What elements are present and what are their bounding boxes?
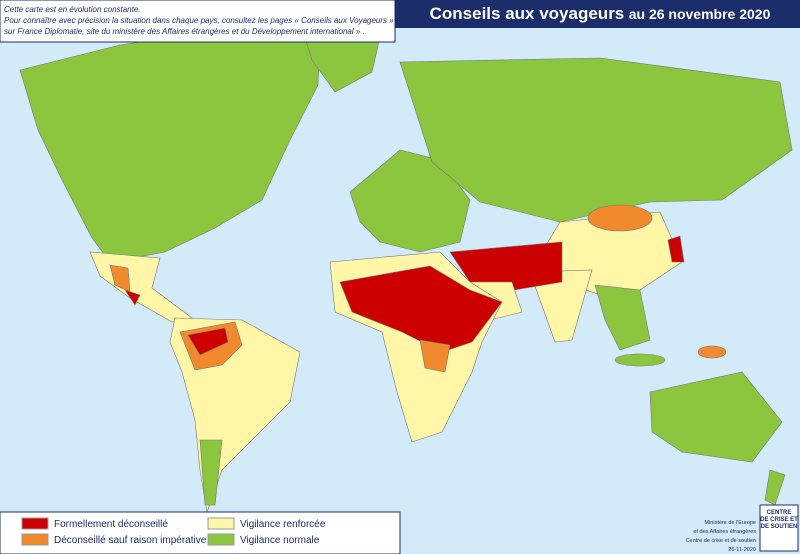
note-box xyxy=(0,0,396,43)
legend-label: Vigilance renforcée xyxy=(240,519,326,530)
logo-line: DE SOUTIEN xyxy=(761,524,798,530)
title-box xyxy=(395,0,800,28)
note-line: Pour connaître avec précision la situati… xyxy=(4,16,394,25)
mongolia xyxy=(587,204,653,232)
australia xyxy=(649,371,783,463)
sahel xyxy=(339,265,503,353)
credit-line: Centre de crise et de soutien xyxy=(686,538,756,544)
papua xyxy=(697,345,727,359)
credit-line: Ministère de l'Europe xyxy=(705,520,757,526)
legend: Formellement déconseillé Déconseillé sauf… xyxy=(21,517,326,546)
legend-label: Formellement déconseillé xyxy=(54,519,168,530)
chile-argentina xyxy=(199,439,223,506)
note-line: sur France Diplomatie, site du ministère… xyxy=(4,27,365,36)
legend-label: Vigilance normale xyxy=(240,535,320,546)
central-africa-zone xyxy=(419,339,451,373)
legend-label: Déconseillé sauf raison impérative xyxy=(54,535,207,546)
title: Conseils aux voyageurs au 26 novembre 20… xyxy=(430,4,771,23)
indonesia xyxy=(614,353,666,367)
legend-swatch xyxy=(21,533,49,546)
north-korea xyxy=(667,235,685,263)
mexico-red xyxy=(124,289,141,306)
note-line: Cette carte est en évolution constante. xyxy=(4,5,141,14)
russia xyxy=(399,57,793,223)
legend-swatch xyxy=(207,533,235,546)
logo-line: DE CRISE ET xyxy=(760,517,798,523)
india xyxy=(529,269,593,343)
credit-line: et des Affaires étrangères xyxy=(693,529,756,535)
credit-line: 26-11-2020 xyxy=(728,547,756,553)
middle-east xyxy=(449,241,563,293)
colombia-red xyxy=(187,327,229,356)
title-date: au 26 novembre 2020 xyxy=(629,6,771,22)
legend-box xyxy=(0,511,401,554)
logo-line: CENTRE xyxy=(767,510,792,516)
legend-swatch xyxy=(21,517,49,530)
legend-swatch xyxy=(207,517,235,530)
title-main: Conseils aux voyageurs xyxy=(430,4,625,23)
southeast-asia xyxy=(594,284,651,351)
credits: Ministère de l'Europe et des Affaires étr… xyxy=(686,520,757,553)
note: Cette carte est en évolution constante. P… xyxy=(4,5,394,36)
logo-box xyxy=(759,504,799,552)
europe xyxy=(349,149,471,253)
